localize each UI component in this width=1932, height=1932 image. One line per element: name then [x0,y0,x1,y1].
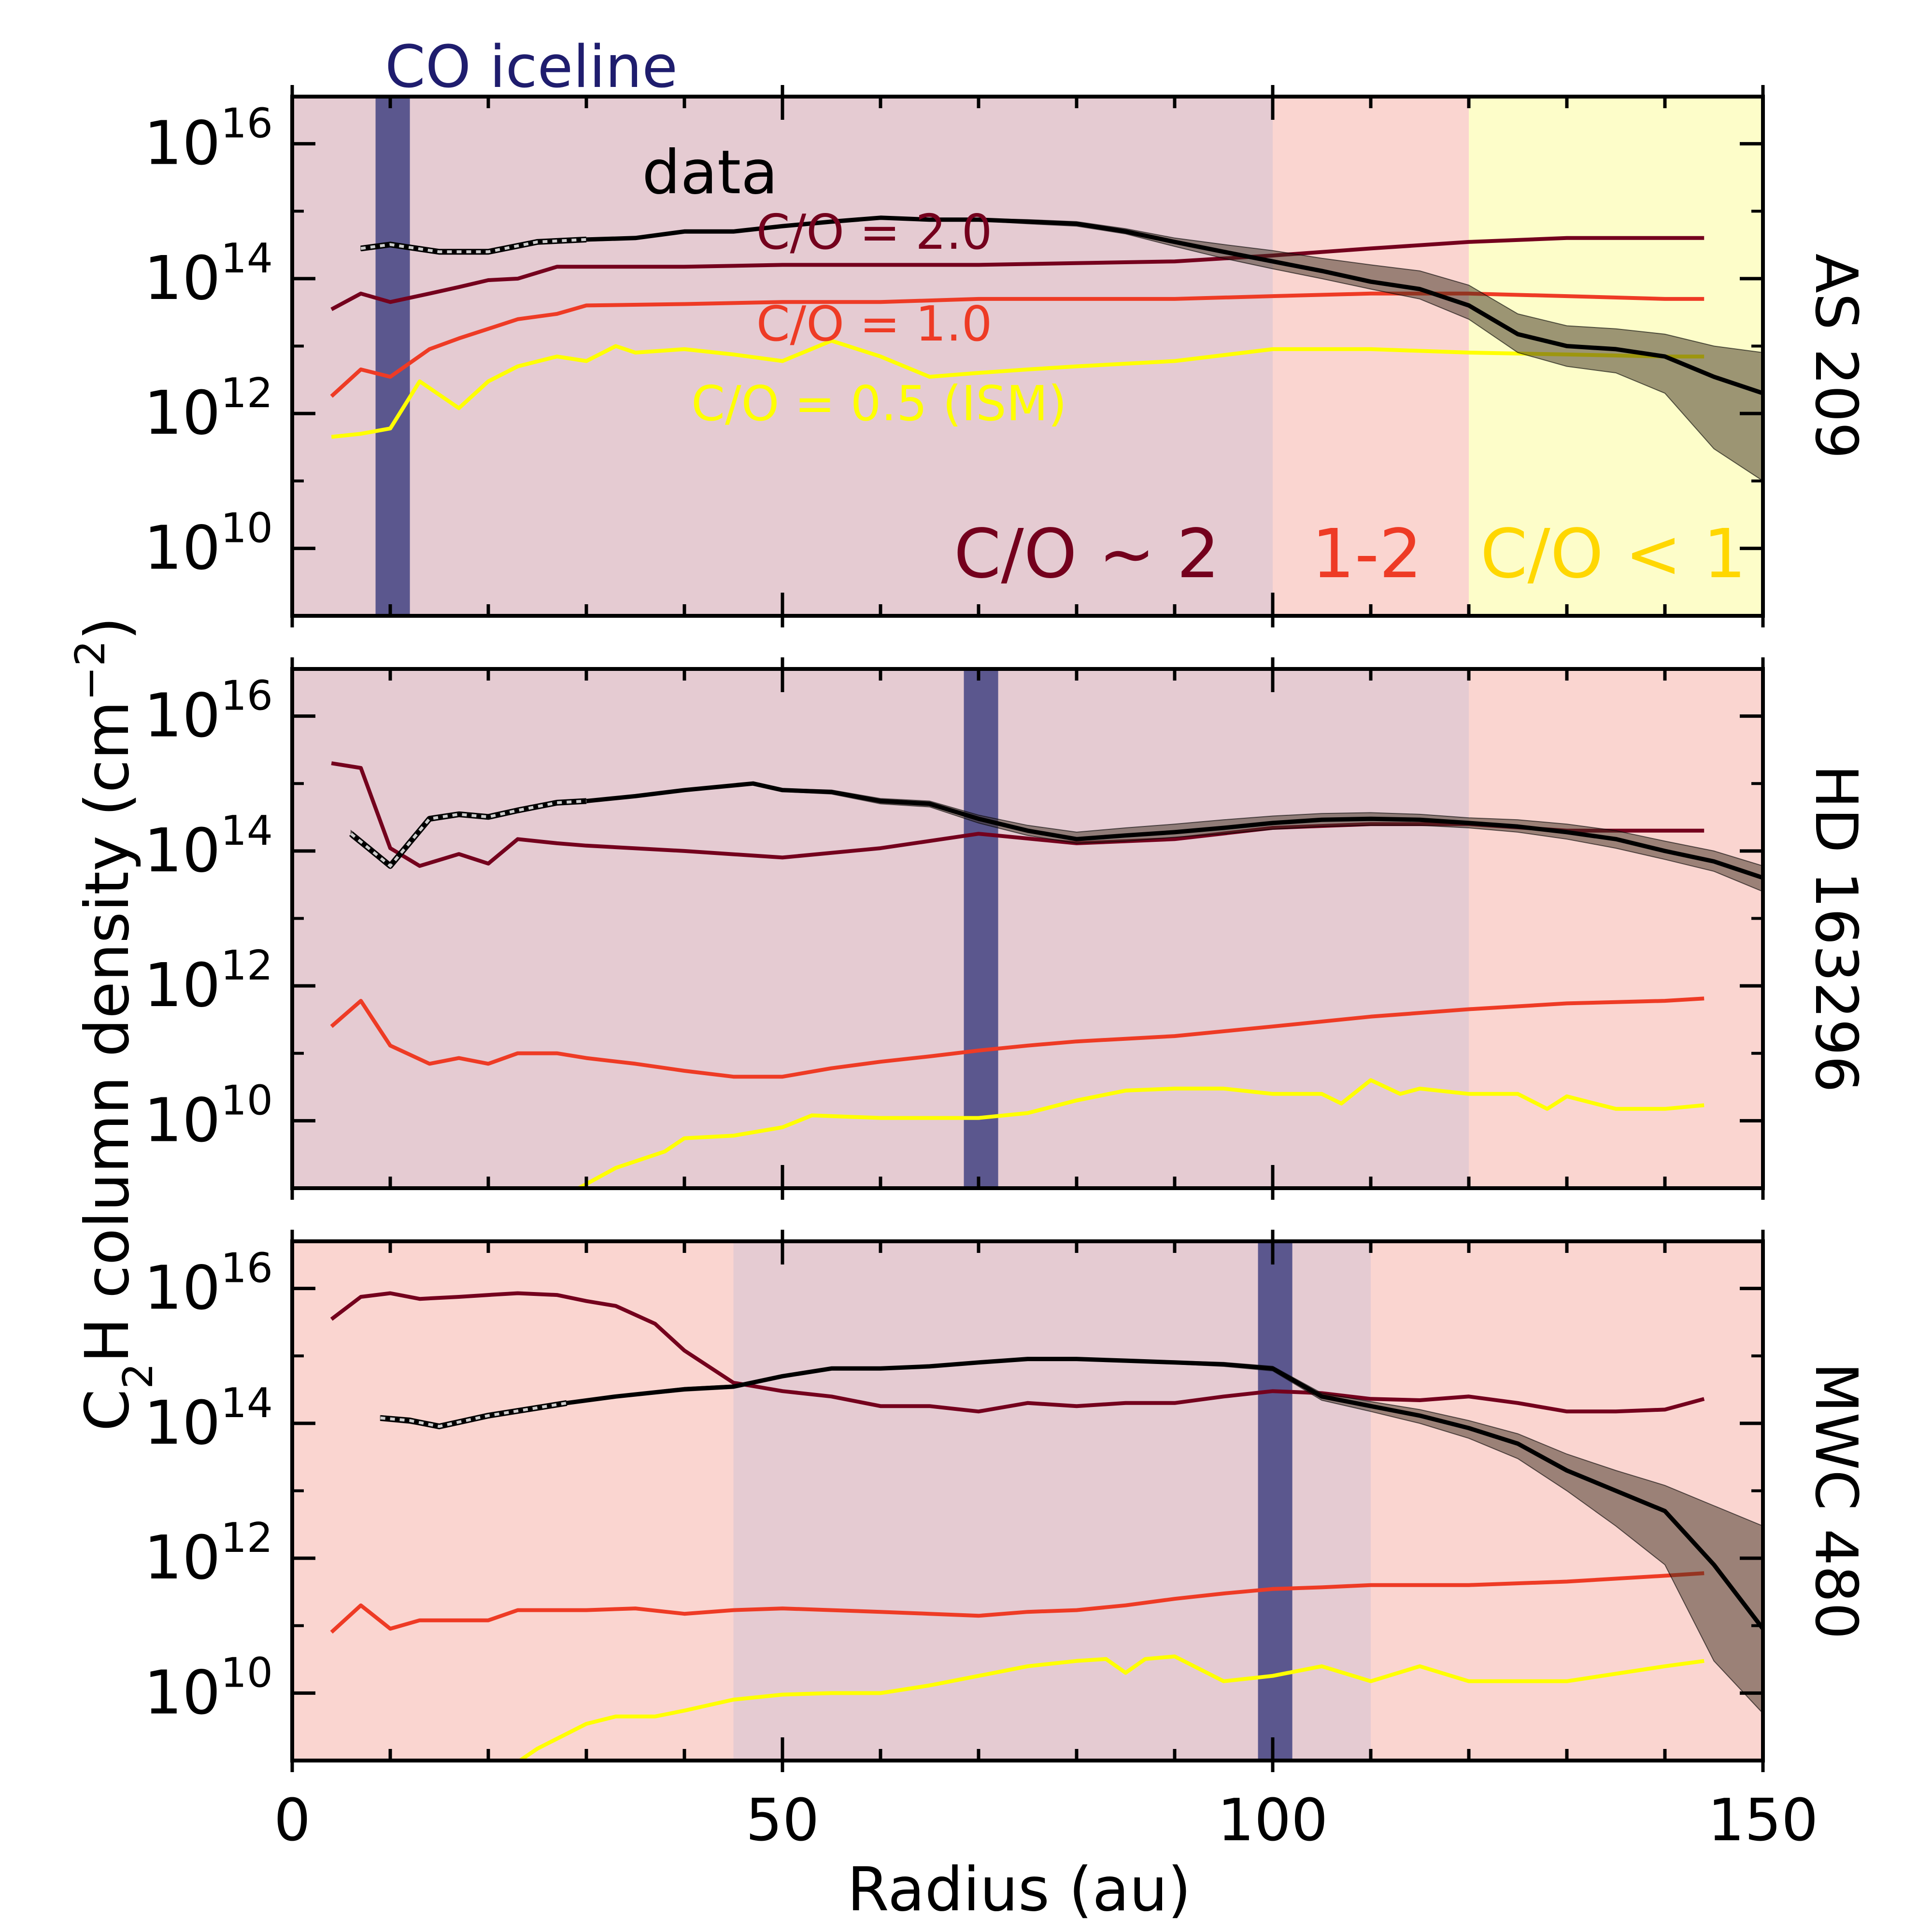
plot-area [330,215,1763,482]
series-line-c-o-2-0 [330,236,1705,312]
y-tick-label: 1010 [144,504,273,583]
y-tick-exponent: 12 [221,942,273,990]
plot-area [330,1291,1763,1761]
y-tick-base: 10 [144,1253,221,1323]
data-line-inner-dashed [350,799,587,868]
region-label-12: 1-2 [1312,515,1422,594]
y-tick-base: 10 [144,1085,221,1155]
y-tick-base: 10 [144,1523,221,1593]
series-line-c-o-2-0 [330,1291,1705,1414]
x-tick-label: 50 [746,1787,820,1854]
annotation-co05: C/O = 0.5 (ISM) [691,375,1067,432]
y-tick-label: 1010 [144,1649,273,1728]
x-tick-label: 0 [274,1787,311,1854]
x-tick-label: 150 [1707,1787,1818,1854]
annotation-co1: C/O = 1.0 [756,296,993,352]
y-tick-label: 1016 [144,100,273,179]
y-tick-exponent: 10 [221,1649,273,1697]
data-line-inner-dashed [380,1401,567,1428]
region-12-1 [1273,97,1469,616]
y-tick-base: 10 [144,951,221,1021]
y-tick-exponent: 10 [221,504,273,552]
plot-area [330,761,1763,1188]
y-tick-base: 10 [144,1658,221,1728]
y-tick-exponent: 14 [221,1379,273,1427]
y-tick-label: 1014 [144,235,273,313]
series-line-c-o-0-5-ism [510,1654,1705,1761]
panel-title-hd-163296: HD 163296 [1802,765,1869,1093]
annotation-co2: C/O = 2.0 [756,204,993,260]
y-tick-label: 1012 [144,369,273,448]
y-tick-base: 10 [144,243,221,313]
panel-title-mwc-480: MWC 480 [1802,1363,1869,1639]
y-tick-base: 10 [144,378,221,448]
series-line-c-o-0-5-ism [574,1078,1705,1188]
y-tick-exponent: 16 [221,100,273,148]
co-iceline-band [1258,1241,1293,1761]
series-line-data [566,1357,1763,1630]
y-tick-exponent: 14 [221,235,273,283]
region-label-co2: C/O ~ 2 [954,515,1220,594]
plot-frame [290,667,1765,1190]
y-tick-exponent: 16 [221,672,273,720]
x-axis-label: Radius (au) [847,1855,1191,1925]
y-tick-label: 1014 [144,807,273,886]
y-tick-base: 10 [144,513,221,583]
series-line-data [586,781,1763,880]
y-tick-label: 1010 [144,1077,273,1155]
y-tick-label: 1016 [144,672,273,751]
y-tick-exponent: 16 [221,1245,273,1293]
y-tick-base: 10 [144,1388,221,1458]
data-line-inner-dashed [360,238,587,254]
series-line-data [586,215,1763,396]
annotation-data: data [642,138,778,208]
region-12-1 [1469,669,1763,1188]
co-iceline-band [375,97,410,616]
region-label-lt1: C/O < 1 [1480,515,1747,594]
region-co2-0 [292,669,1469,1188]
y-tick-label: 1014 [144,1379,273,1458]
y-tick-exponent: 14 [221,807,273,855]
co-iceline-band [964,669,998,1188]
region-12-0 [292,1241,734,1761]
co-iceline-label: CO iceline [385,34,678,101]
y-tick-exponent: 12 [221,1514,273,1562]
plot-frame [290,95,1765,618]
y-tick-base: 10 [144,109,221,179]
y-tick-exponent: 12 [221,369,273,417]
y-tick-exponent: 10 [221,1077,273,1124]
y-tick-base: 10 [144,816,221,886]
series-line-c-o-1-0 [330,996,1705,1079]
y-tick-base: 10 [144,681,221,751]
y-tick-label: 1016 [144,1245,273,1323]
panel-title-as-209: AS 209 [1802,254,1869,459]
x-tick-label: 100 [1217,1787,1328,1854]
y-tick-label: 1012 [144,942,273,1021]
region-co2-0 [292,97,1273,616]
series-line-c-o-1-0 [330,1571,1705,1634]
plot-frame [290,1239,1765,1762]
series-line-c-o-0-5-ism [331,339,1705,439]
y-axis-label: C2H column density (cm−2) [67,617,162,1431]
y-tick-label: 1012 [144,1514,273,1593]
